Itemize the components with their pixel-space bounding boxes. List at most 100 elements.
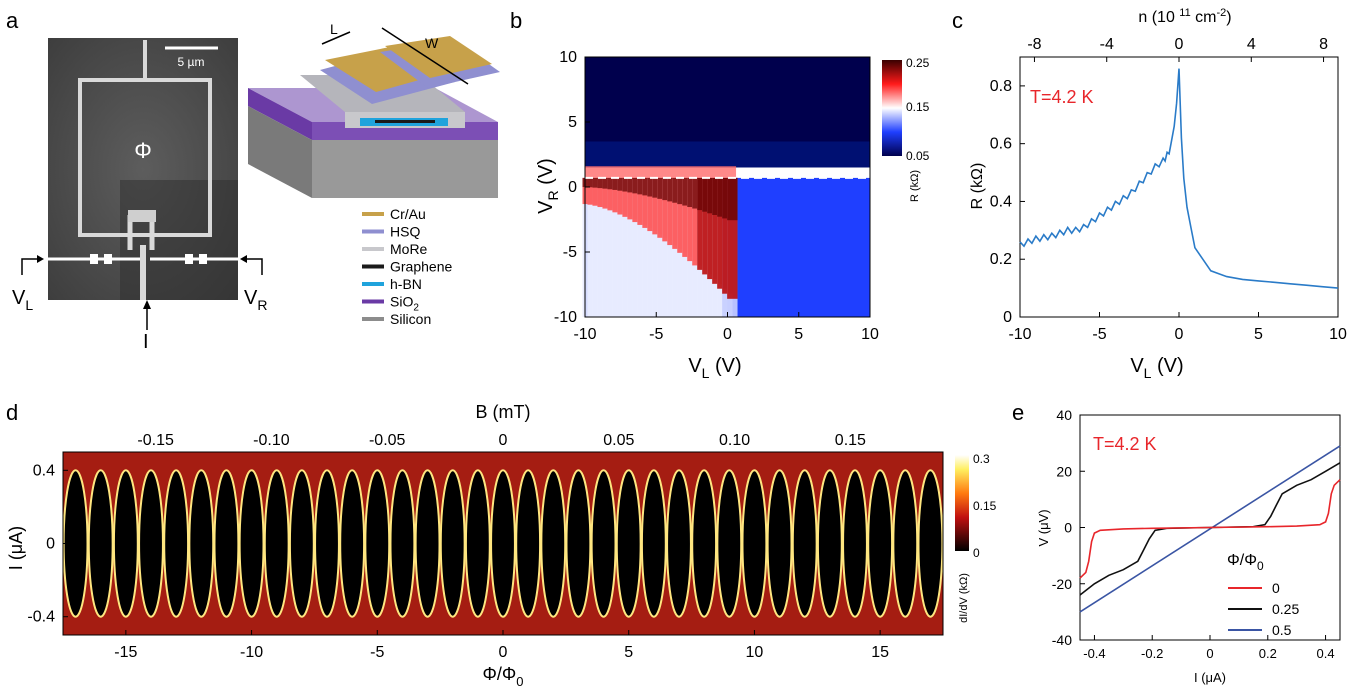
fraunhofer-lobe bbox=[414, 469, 441, 618]
sio2-side bbox=[248, 88, 312, 140]
x-tick-label: -5 bbox=[1092, 326, 1106, 343]
x-tick-label: 15 bbox=[871, 644, 889, 661]
x-axis-label: VL (V) bbox=[1130, 355, 1183, 381]
top-tick-label: -0.05 bbox=[369, 432, 406, 449]
panel-label: d bbox=[6, 400, 18, 425]
top-tick-label: 0.05 bbox=[603, 432, 634, 449]
top-tick-label: 0.15 bbox=[835, 432, 866, 449]
vl-arrow-head bbox=[37, 255, 44, 263]
silicon-side bbox=[248, 106, 312, 198]
heatmap-fraunhofer bbox=[62, 469, 944, 618]
y-tick-label: -10 bbox=[554, 309, 577, 326]
x-tick-label: 5 bbox=[794, 326, 803, 343]
panel-e: e -0.4 -0.2 0 0.2 0.4 40 20 0 -20 -40 T=4.2 K I (… bbox=[1012, 400, 1341, 685]
top-tick-label: 4 bbox=[1247, 36, 1256, 53]
fraunhofer-lobe bbox=[339, 469, 366, 618]
fraunhofer-lobe bbox=[691, 469, 718, 618]
x-tick-label: -0.2 bbox=[1141, 646, 1163, 661]
fraunhofer-lobe bbox=[87, 469, 114, 618]
fraunhofer-lobe bbox=[112, 469, 139, 618]
y-tick-label: -0.4 bbox=[27, 609, 55, 626]
heatmap-cell bbox=[727, 177, 738, 299]
iv-legend: 0 0.25 0.5 bbox=[1228, 580, 1299, 638]
y-tick-label: 5 bbox=[568, 114, 577, 131]
dim-w-label: W bbox=[425, 35, 439, 51]
legend-swatch bbox=[362, 212, 384, 216]
device-schematic: L W bbox=[248, 21, 500, 198]
colorbar-label: R (kΩ) bbox=[909, 170, 921, 202]
colorbar bbox=[955, 455, 969, 551]
x-tick-label: 0 bbox=[723, 326, 732, 343]
legend-label: h-BN bbox=[390, 276, 422, 292]
x-axis-label: Φ/Φ0 bbox=[483, 664, 524, 689]
y-tick-label: 0.4 bbox=[33, 462, 55, 479]
legend-label: HSQ bbox=[390, 224, 420, 240]
y-tick-label: 0.8 bbox=[990, 78, 1012, 95]
top-tick-label: -0.10 bbox=[253, 432, 290, 449]
x-tick-label: -5 bbox=[370, 644, 384, 661]
x-tick-label: 0.4 bbox=[1317, 646, 1335, 661]
fraunhofer-lobe bbox=[464, 469, 491, 618]
fraunhofer-lobe bbox=[791, 469, 818, 618]
top-tick-label: 0 bbox=[499, 432, 508, 449]
colorbar-ticks: 0.25 0.15 0.05 bbox=[906, 56, 930, 163]
fraunhofer-lobe bbox=[842, 469, 868, 618]
y-axis-label: I (μA) bbox=[6, 526, 26, 570]
fraunhofer-lobe bbox=[314, 469, 340, 618]
current-arrow-head bbox=[143, 300, 151, 309]
x-tick-label: 0 bbox=[1206, 646, 1213, 661]
x-tick-label: 0 bbox=[499, 644, 508, 661]
colorbar-tick-label: 0 bbox=[973, 546, 980, 560]
fraunhofer-lobe bbox=[540, 469, 567, 618]
fraunhofer-lobe bbox=[666, 469, 692, 618]
resistance-curve bbox=[1019, 68, 1339, 289]
panel-label: c bbox=[952, 8, 963, 33]
x-tick-label: -15 bbox=[114, 644, 137, 661]
colorbar-tick-label: 0.25 bbox=[906, 56, 930, 70]
temperature-annotation: T=4.2 K bbox=[1030, 87, 1094, 107]
legend-label: 0.5 bbox=[1272, 622, 1292, 638]
dim-l-line bbox=[321, 31, 351, 45]
x-tick-label: -10 bbox=[240, 644, 263, 661]
panel-d: d -15 -10 -5 0 5 10 15 0.4 0 -0.4 -0.15 -0.10 -0.05 0… bbox=[6, 400, 997, 689]
legend-label: 0 bbox=[1272, 580, 1280, 596]
colorbar-label: dI/dV (kΩ) bbox=[958, 573, 970, 623]
fraunhofer-lobe bbox=[640, 469, 667, 618]
x-tick-label: 10 bbox=[861, 326, 879, 343]
y-tick-label: 20 bbox=[1056, 463, 1072, 479]
y-tick-label: 0 bbox=[1003, 309, 1012, 326]
x-tick-label: 0 bbox=[1175, 326, 1184, 343]
y-tick-label: 0.6 bbox=[990, 136, 1012, 153]
x-tick-label: -5 bbox=[649, 326, 663, 343]
y-axis-label: R (kΩ) bbox=[969, 163, 986, 210]
graphene-front bbox=[375, 120, 435, 123]
colorbar-tick-label: 0.05 bbox=[906, 149, 930, 163]
top-axis-label: n (10 11 cm-2) bbox=[1138, 7, 1231, 26]
x-axis-label: I (μA) bbox=[1194, 670, 1226, 685]
vr-arrow-head bbox=[240, 255, 247, 263]
scalebar-label: 5 µm bbox=[178, 55, 205, 69]
legend-swatch bbox=[362, 282, 384, 286]
panel-c: c -10 -5 0 5 100.80.60.40.20-8 -4 0 4 8 T=4.2 K … bbox=[952, 7, 1347, 381]
fraunhofer-lobe bbox=[590, 469, 617, 618]
fraunhofer-lobe bbox=[163, 469, 190, 618]
heatmap-band bbox=[585, 166, 737, 178]
fraunhofer-lobe bbox=[288, 469, 315, 618]
fraunhofer-lobe bbox=[515, 469, 542, 618]
x-tick-label: 0.2 bbox=[1259, 646, 1277, 661]
fraunhofer-lobe bbox=[188, 469, 215, 618]
y-tick-label: 0 bbox=[46, 536, 55, 553]
x-axis-label: VL (V) bbox=[688, 355, 741, 381]
y-tick-label: 0.4 bbox=[990, 193, 1012, 210]
heatmap-vl-vr bbox=[582, 57, 870, 317]
x-tick-label: -0.4 bbox=[1083, 646, 1105, 661]
fraunhofer-lobe bbox=[867, 469, 894, 618]
colorbar-tick-label: 0.3 bbox=[973, 452, 990, 466]
colorbar-tick-label: 0.15 bbox=[906, 100, 930, 114]
fraunhofer-lobe bbox=[892, 469, 919, 618]
panel-label: b bbox=[510, 8, 522, 33]
y-axis-label: VR (V) bbox=[535, 158, 561, 214]
fraunhofer-lobe bbox=[816, 469, 843, 618]
